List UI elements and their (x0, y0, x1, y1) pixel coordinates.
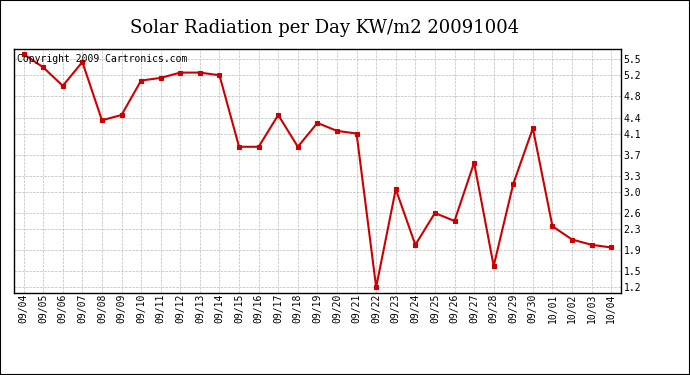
Text: Copyright 2009 Cartronics.com: Copyright 2009 Cartronics.com (17, 54, 187, 64)
Text: Solar Radiation per Day KW/m2 20091004: Solar Radiation per Day KW/m2 20091004 (130, 19, 519, 37)
